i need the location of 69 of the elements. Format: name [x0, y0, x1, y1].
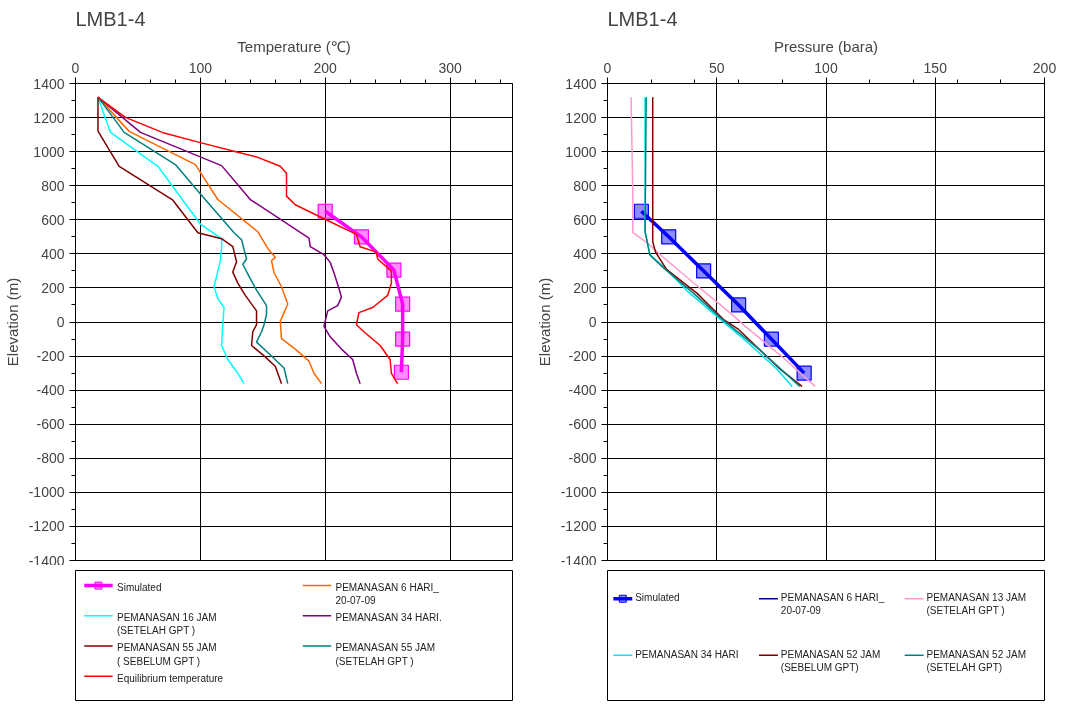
y-tick-label: -800 [36, 450, 65, 467]
x-tick-label: 300 [438, 59, 462, 76]
y-tick-label: 800 [573, 177, 597, 194]
y-tick-label: 1200 [565, 109, 597, 126]
y-tick-label: -1400 [28, 552, 65, 569]
legend-label: PEMANASAN 52 JAM (SETELAH GPT) [926, 648, 1026, 673]
x-tick-label: 200 [313, 59, 338, 76]
legend-label: PEMANASAN 16 JAM (SETELAH GPT ) [117, 612, 217, 637]
y-tick-label: 400 [573, 245, 597, 262]
x-tick-label: 50 [708, 59, 725, 76]
y-tick-label: -1000 [560, 484, 597, 501]
legend-label: PEMANASAN 52 JAM (SEBELUM GPT) [780, 648, 881, 673]
point [763, 331, 779, 347]
y-tick-label: -600 [568, 416, 597, 433]
point [386, 262, 402, 278]
y-tick-label: -200 [568, 348, 597, 365]
legend-label: PEMANASAN 34 HARI [635, 648, 739, 660]
point [393, 364, 409, 380]
legend-label: Equilibrium temperature [117, 672, 224, 684]
legend-label: PEMANASAN 13 JAM (SETELAH GPT ) [926, 591, 1026, 617]
y-tick-label: -200 [36, 348, 65, 365]
y-tick-label: 200 [573, 279, 597, 296]
x-tick-label: 200 [1032, 59, 1057, 76]
x-axis-title: Pressure (bara) [773, 37, 879, 55]
y-tick-label: 0 [588, 314, 597, 330]
point [395, 331, 411, 347]
y-tick-label: -1400 [560, 552, 597, 569]
y-tick-label: -400 [36, 382, 65, 399]
y-tick-label: -600 [36, 416, 65, 433]
y-axis-title: Elevation (m) [3, 277, 21, 367]
legend-label: PEMANASAN 55 JAM ( SEBELUM GPT ) [117, 642, 217, 667]
y-tick-label: 1400 [33, 75, 65, 92]
x-axis-title: Temperature (℃) [237, 37, 351, 55]
y-tick-label: -1200 [28, 518, 65, 535]
y-tick-label: 400 [41, 245, 65, 262]
legend-label: PEMANASAN 6 HARI_ 20-07-09 [335, 581, 440, 607]
legend-label: PEMANASAN 6 HARI_ 20-07-09 [780, 591, 885, 617]
x-tick-label: 150 [923, 59, 948, 76]
y-tick-label: 1000 [33, 143, 65, 160]
y-tick-label: -1200 [560, 518, 597, 535]
chart-title: LMB1-4 [75, 7, 146, 30]
point [317, 203, 333, 219]
point [353, 229, 370, 245]
legend-label: Simulated [117, 581, 162, 593]
legend-label: Simulated [635, 591, 680, 603]
x-tick-label: 100 [188, 59, 213, 76]
y-tick-label: 0 [56, 314, 65, 330]
y-tick-label: 1200 [33, 109, 65, 126]
point [696, 263, 712, 279]
y-axis-title: Elevation (m) [535, 277, 553, 367]
point [395, 296, 411, 312]
y-tick-label: 600 [41, 211, 65, 228]
y-tick-label: 200 [41, 279, 65, 296]
x-tick-label: 0 [71, 59, 80, 76]
x-tick-label: 0 [603, 59, 612, 76]
point [661, 229, 677, 245]
line-series [630, 96, 816, 388]
y-tick-label: -400 [568, 382, 597, 399]
y-tick-label: 1400 [565, 75, 597, 92]
point [731, 297, 747, 313]
legend-label: PEMANASAN 34 HARI. [335, 612, 442, 624]
y-tick-label: 1000 [565, 143, 597, 160]
y-tick-label: 600 [573, 211, 597, 228]
y-tick-label: 800 [41, 177, 65, 194]
legend-label: PEMANASAN 55 JAM (SETELAH GPT ) [335, 642, 435, 667]
x-tick-label: 100 [814, 59, 838, 76]
y-tick-label: -800 [568, 450, 597, 467]
chart-title: LMB1-4 [607, 7, 678, 30]
y-tick-label: -1000 [28, 484, 65, 501]
